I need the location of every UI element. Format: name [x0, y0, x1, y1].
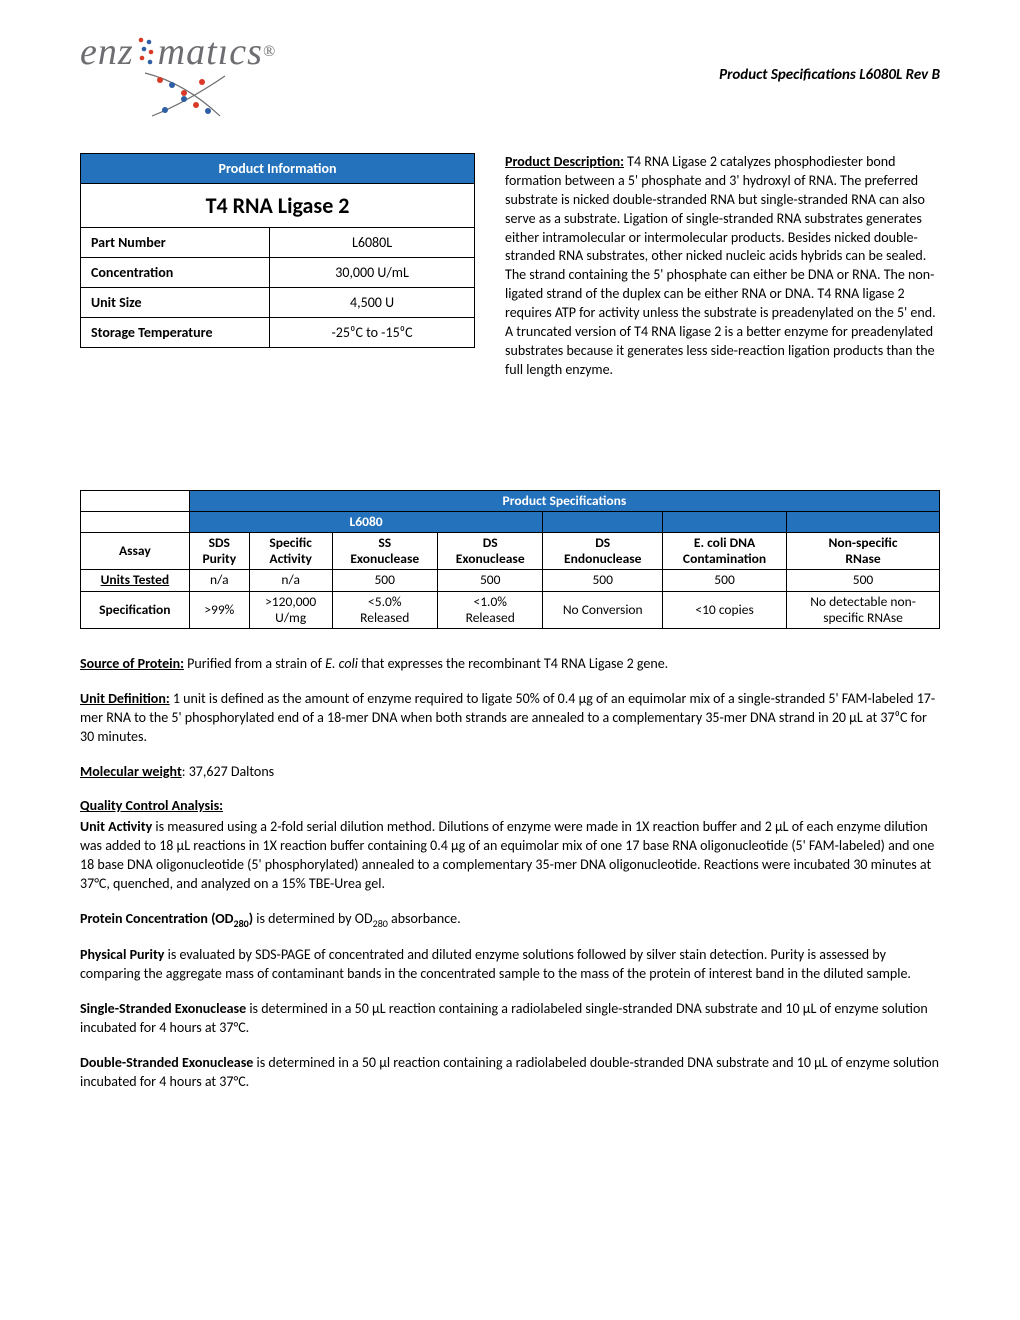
spec-cell: <10 copies — [663, 591, 787, 628]
spec-row-label: Units Tested — [81, 570, 190, 591]
section-label: Quality Control Analysis: — [80, 797, 223, 814]
section-label: Physical Purity — [80, 946, 164, 963]
info-value: -25⁰C to -15⁰C — [270, 318, 475, 348]
info-header: Product Information — [81, 154, 475, 184]
spec-title: Product Specifications L6080L Rev B — [719, 66, 940, 84]
registered-icon: ® — [263, 43, 276, 61]
company-logo: enz matıcs ® — [80, 30, 340, 123]
info-label: Part Number — [81, 228, 270, 258]
spec-col-0: Assay — [81, 533, 190, 570]
section-label: Unit Definition: — [80, 690, 170, 707]
table-row: Storage Temperature-25⁰C to -15⁰C — [81, 318, 475, 348]
spec-row-label: Specification — [81, 591, 190, 628]
info-value: L6080L — [270, 228, 475, 258]
spec-cell: 500 — [437, 570, 542, 591]
section-label: Unit Activity — [80, 818, 152, 835]
spec-cell: 500 — [663, 570, 787, 591]
spec-table-code: L6080 — [189, 511, 543, 532]
spec-col-3: SSExonuclease — [332, 533, 437, 570]
spec-cell: >120,000U/mg — [249, 591, 332, 628]
spec-col-4: DSExonuclease — [437, 533, 542, 570]
ds-exonuclease: Double-Stranded Exonuclease is determine… — [80, 1054, 940, 1092]
section-label: Molecular weight — [80, 763, 182, 780]
section-label: Protein Concentration (OD280) — [80, 910, 253, 927]
qc-header: Quality Control Analysis: — [80, 797, 940, 816]
table-row: Specification >99% >120,000U/mg <5.0%Rel… — [81, 591, 940, 628]
source-protein: Source of Protein: Purified from a strai… — [80, 655, 940, 674]
spec-cell: No Conversion — [543, 591, 663, 628]
product-description: Product Description: T4 RNA Ligase 2 cat… — [505, 153, 940, 380]
logo-swoosh-icon — [140, 68, 230, 123]
section-label: Single-Stranded Exonuclease — [80, 1000, 246, 1017]
spec-col-7: Non-specificRNase — [787, 533, 940, 570]
spec-col-6: E. coli DNAContamination — [663, 533, 787, 570]
protein-concentration: Protein Concentration (OD280) is determi… — [80, 910, 940, 930]
info-label: Storage Temperature — [81, 318, 270, 348]
description-text: T4 RNA Ligase 2 catalyzes phosphodiester… — [505, 153, 936, 378]
spec-cell: No detectable non-specific RNAse — [787, 591, 940, 628]
spec-col-2: SpecificActivity — [249, 533, 332, 570]
product-info-table: Product Information T4 RNA Ligase 2 Part… — [80, 153, 475, 348]
spec-cell: 500 — [332, 570, 437, 591]
info-label: Unit Size — [81, 288, 270, 318]
ss-exonuclease: Single-Stranded Exonuclease is determine… — [80, 1000, 940, 1038]
unit-activity: Unit Activity is measured using a 2-fold… — [80, 818, 940, 894]
info-value: 30,000 U/mL — [270, 258, 475, 288]
table-row: Part NumberL6080L — [81, 228, 475, 258]
info-value: 4,500 U — [270, 288, 475, 318]
spec-cell: 500 — [543, 570, 663, 591]
spec-cell: n/a — [249, 570, 332, 591]
spec-col-5: DSEndonuclease — [543, 533, 663, 570]
table-row: Concentration30,000 U/mL — [81, 258, 475, 288]
table-row: Units Tested n/a n/a 500 500 500 500 500 — [81, 570, 940, 591]
table-row: Unit Size4,500 U — [81, 288, 475, 318]
unit-definition: Unit Definition: 1 unit is defined as th… — [80, 690, 940, 747]
logo-text-pre: enz — [80, 30, 134, 74]
product-name: T4 RNA Ligase 2 — [81, 184, 475, 228]
spec-cell: <5.0%Released — [332, 591, 437, 628]
spec-cell: >99% — [189, 591, 249, 628]
section-label: Source of Protein: — [80, 655, 184, 672]
molecular-weight: Molecular weight: 37,627 Daltons — [80, 763, 940, 782]
spec-table-title: Product Specifications — [189, 490, 939, 511]
spec-cell: n/a — [189, 570, 249, 591]
section-label: Double-Stranded Exonuclease — [80, 1054, 253, 1071]
spec-table: Product Specifications L6080 Assay SDSPu… — [80, 490, 940, 629]
physical-purity: Physical Purity is evaluated by SDS-PAGE… — [80, 946, 940, 984]
logo-dots-icon — [135, 32, 157, 72]
info-label: Concentration — [81, 258, 270, 288]
spec-col-1: SDSPurity — [189, 533, 249, 570]
spec-cell: <1.0%Released — [437, 591, 542, 628]
spec-cell: 500 — [787, 570, 940, 591]
description-label: Product Description: — [505, 153, 624, 170]
